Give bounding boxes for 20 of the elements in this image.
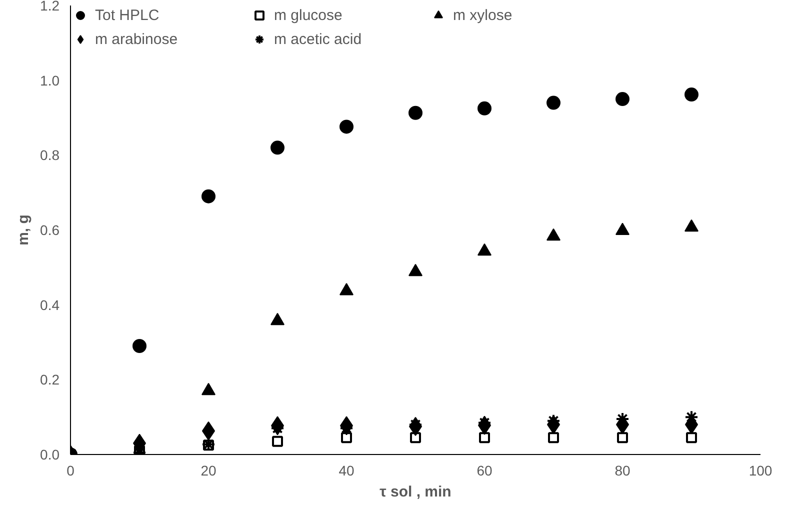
x-axis-title: τ sol , min	[380, 484, 452, 500]
y-tick-label: 1.2	[40, 0, 60, 14]
legend-label: m glucose	[274, 6, 344, 24]
legend-label: m acetic acid	[274, 30, 363, 48]
y-tick-label: 0.2	[40, 372, 60, 388]
x-tick-label: 60	[476, 462, 492, 478]
y-tick-label: 0.0	[40, 446, 60, 462]
y-axis-title: m, g	[15, 214, 32, 246]
y-tick-label: 1.0	[40, 72, 60, 88]
x-tick-label: 80	[614, 462, 630, 478]
y-tick-label: 0.8	[40, 147, 60, 164]
x-tick-label: 0	[66, 462, 75, 478]
x-tick-label: 40	[338, 462, 354, 478]
x-tick-label: 20	[200, 462, 216, 478]
y-tick-label: 0.4	[40, 296, 60, 313]
legend-label: Tot HPLC	[95, 6, 160, 24]
legend-label: m arabinose	[95, 30, 179, 48]
x-tick-label: 100	[748, 462, 772, 478]
y-tick-label: 0.6	[40, 222, 60, 238]
legend-label: m xylose	[453, 6, 514, 24]
